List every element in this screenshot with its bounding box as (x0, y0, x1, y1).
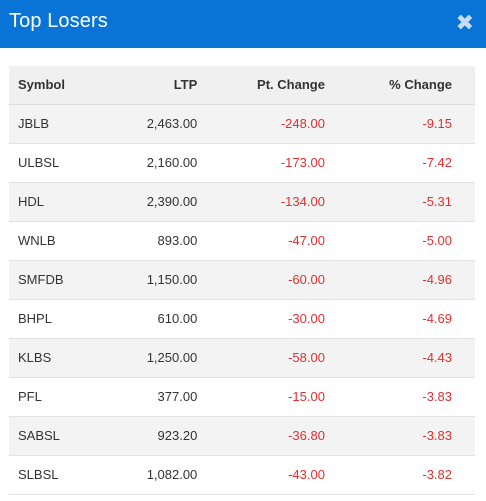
cell-pct-change: -3.82 (422, 467, 452, 482)
cell-symbol: WNLB (18, 233, 56, 248)
table-row[interactable]: PFL 377.00 -15.00 -3.83 (9, 377, 475, 416)
cell-pt-change: -173.00 (280, 155, 325, 170)
cell-pct-change: -3.83 (422, 428, 452, 443)
cell-pct-change: -4.43 (422, 350, 452, 365)
cell-ltp: 1,250.00 (146, 350, 198, 365)
cell-symbol: ULBSL (18, 155, 60, 170)
dialog-body: Symbol LTP Pt. Change % Change JBLB 2,46… (0, 48, 486, 495)
column-header-symbol[interactable]: Symbol (9, 66, 105, 105)
cell-ltp: 2,463.00 (146, 116, 198, 131)
cell-pct-change: -9.15 (422, 116, 452, 131)
table-row[interactable]: BHPL 610.00 -30.00 -4.69 (9, 299, 475, 338)
cell-pt-change: -58.00 (288, 350, 325, 365)
cell-pt-change: -36.80 (288, 428, 325, 443)
cell-ltp: 893.00 (157, 233, 198, 248)
table-row[interactable]: SABSL 923.20 -36.80 -3.83 (9, 416, 475, 455)
table-row[interactable]: ULBSL 2,160.00 -173.00 -7.42 (9, 143, 475, 182)
cell-symbol: SABSL (18, 428, 60, 443)
table-row[interactable]: SLBSL 1,082.00 -43.00 -3.82 (9, 455, 475, 494)
column-header-pct-change[interactable]: % Change (336, 66, 475, 105)
cell-symbol: PFL (18, 389, 42, 404)
cell-pt-change: -134.00 (280, 194, 325, 209)
cell-pct-change: -5.00 (422, 233, 452, 248)
cell-symbol: JBLB (18, 116, 50, 131)
cell-pct-change: -5.31 (422, 194, 452, 209)
cell-symbol: HDL (18, 194, 45, 209)
cell-pt-change: -248.00 (280, 116, 325, 131)
cell-pt-change: -30.00 (288, 311, 325, 326)
table-row[interactable]: KLBS 1,250.00 -58.00 -4.43 (9, 338, 475, 377)
cell-pt-change: -15.00 (288, 389, 325, 404)
cell-pct-change: -4.96 (422, 272, 452, 287)
cell-ltp: 1,150.00 (146, 272, 198, 287)
cell-pct-change: -7.42 (422, 155, 452, 170)
losers-table: Symbol LTP Pt. Change % Change JBLB 2,46… (9, 66, 475, 495)
close-icon[interactable]: ✖ (455, 9, 474, 35)
dialog-header: Top Losers ✖ (0, 0, 486, 48)
cell-pct-change: -3.83 (422, 389, 452, 404)
cell-symbol: SLBSL (18, 467, 59, 482)
cell-symbol: KLBS (18, 350, 52, 365)
cell-ltp: 610.00 (157, 311, 198, 326)
cell-ltp: 2,390.00 (146, 194, 198, 209)
cell-ltp: 923.20 (157, 428, 198, 443)
cell-symbol: BHPL (18, 311, 52, 326)
cell-pt-change: -43.00 (288, 467, 325, 482)
column-header-ltp[interactable]: LTP (104, 66, 208, 105)
cell-pct-change: -4.69 (422, 311, 452, 326)
table-header-row: Symbol LTP Pt. Change % Change (9, 66, 475, 105)
column-header-pt-change[interactable]: Pt. Change (207, 66, 337, 105)
cell-ltp: 377.00 (157, 389, 198, 404)
cell-pt-change: -47.00 (288, 233, 325, 248)
table-row[interactable]: WNLB 893.00 -47.00 -5.00 (9, 221, 475, 260)
cell-symbol: SMFDB (18, 272, 64, 287)
cell-ltp: 2,160.00 (146, 155, 198, 170)
table-row[interactable]: HDL 2,390.00 -134.00 -5.31 (9, 182, 475, 221)
table-row[interactable]: SMFDB 1,150.00 -60.00 -4.96 (9, 260, 475, 299)
table-row[interactable]: JBLB 2,463.00 -248.00 -9.15 (9, 104, 475, 143)
cell-ltp: 1,082.00 (146, 467, 198, 482)
dialog-title: Top Losers (9, 10, 108, 32)
cell-pt-change: -60.00 (288, 272, 325, 287)
